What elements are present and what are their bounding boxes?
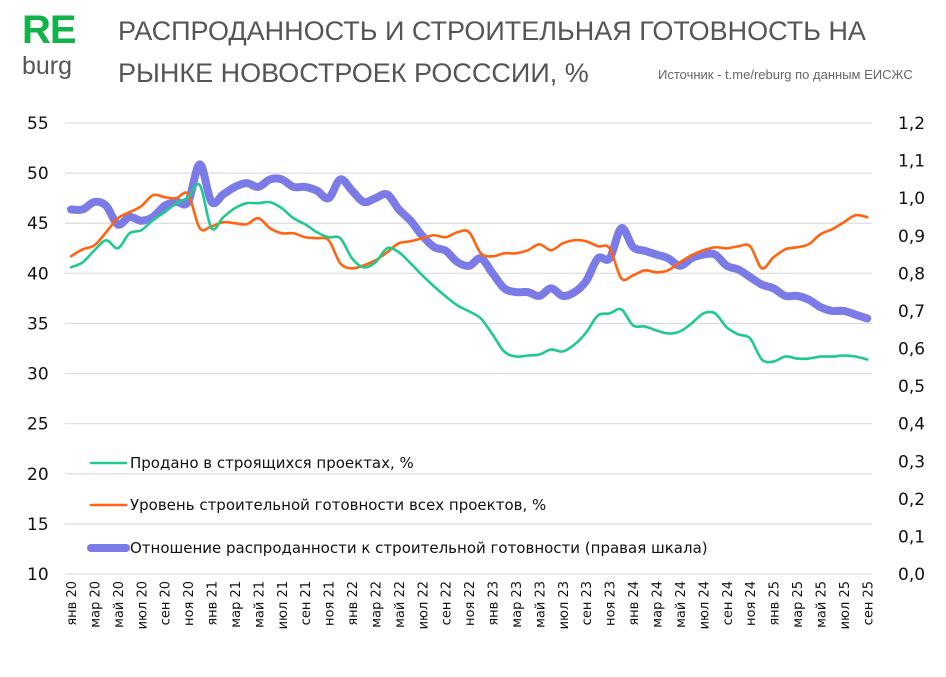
- chart-title-line2: РЫНКЕ НОВОСТРОЕК РОСССИИ, %: [118, 58, 589, 88]
- x-tick-label: ноя 22: [463, 581, 478, 626]
- legend-label: Уровень строительной готовности всех про…: [130, 496, 546, 514]
- y2-tick-label: 0,5: [898, 377, 925, 397]
- y-tick-label: 35: [27, 314, 49, 334]
- y-tick-label: 40: [27, 264, 49, 284]
- x-tick-label: сен 24: [721, 581, 736, 625]
- source-note: Источник - t.me/reburg по данным ЕИСЖС: [658, 67, 913, 82]
- x-tick-label: сен 21: [299, 581, 314, 625]
- y-tick-label: 25: [27, 415, 49, 435]
- x-tick-label: май 25: [814, 581, 829, 628]
- x-tick-label: янв 22: [346, 581, 361, 626]
- y-tick-label: 10: [27, 565, 49, 585]
- x-tick-label: июл 25: [838, 581, 853, 629]
- series-line-2: [69, 191, 869, 282]
- y-tick-label: 20: [27, 465, 49, 485]
- y2-tick-label: 1,2: [898, 114, 925, 134]
- y2-tick-label: 0,6: [898, 340, 925, 360]
- x-tick-label: июл 22: [416, 581, 431, 629]
- y2-tick-label: 0,0: [898, 565, 925, 585]
- x-tick-label: мар 22: [369, 581, 384, 628]
- x-tick-label: ноя 20: [182, 581, 197, 626]
- x-tick-label: янв 24: [627, 581, 642, 626]
- logo-burg: burg: [22, 52, 73, 80]
- series-lines: [67, 160, 872, 364]
- logo-re: RE: [22, 8, 77, 52]
- x-tick-label: сен 22: [440, 581, 455, 625]
- x-tick-label: мар 21: [229, 581, 244, 628]
- y-tick-label: 15: [27, 515, 49, 535]
- y2-tick-label: 0,7: [898, 302, 925, 322]
- legend: Продано в строящихся проектах, % Уровень …: [87, 454, 708, 557]
- y2-tick-label: 1,1: [898, 152, 925, 172]
- y2-tick-label: 0,1: [898, 527, 925, 547]
- x-axis-ticks: янв 20 мар 20 май 20 июл 20 сен 20 ноя 20 янв …: [65, 581, 876, 629]
- y-tick-label: 45: [27, 214, 49, 234]
- x-tick-label: янв 23: [487, 581, 502, 626]
- x-tick-label: май 24: [674, 581, 689, 628]
- y2-tick-label: 0,4: [898, 415, 925, 435]
- x-tick-label: июл 23: [557, 581, 572, 629]
- x-tick-label: мар 24: [651, 581, 666, 628]
- series-line-3: [67, 160, 872, 323]
- y-tick-label: 50: [27, 164, 49, 184]
- x-tick-label: май 21: [252, 581, 267, 628]
- y2-tick-label: 0,3: [898, 452, 925, 472]
- x-tick-label: май 23: [533, 581, 548, 628]
- y2-tick-label: 0,9: [898, 227, 925, 247]
- x-tick-label: ноя 23: [604, 581, 619, 626]
- legend-label: Отношение распроданности к строительной …: [130, 539, 708, 557]
- x-tick-label: май 22: [393, 581, 408, 628]
- x-tick-label: ноя 21: [323, 581, 338, 626]
- x-tick-label: мар 25: [791, 581, 806, 628]
- x-tick-label: июл 20: [135, 581, 150, 629]
- y2-tick-label: 0,2: [898, 490, 925, 510]
- x-tick-label: янв 25: [768, 581, 783, 626]
- x-tick-label: ноя 24: [744, 581, 759, 626]
- y-tick-label: 30: [27, 365, 49, 385]
- x-tick-label: янв 20: [65, 581, 80, 626]
- x-tick-label: июл 24: [697, 581, 712, 629]
- x-tick-label: май 20: [112, 581, 127, 628]
- x-tick-label: сен 25: [861, 581, 876, 625]
- left-axis-ticks: 10 15 20 25 30 35 40 45 50 55: [27, 114, 49, 585]
- chart-title-line1: РАСПРОДАННОСТЬ И СТРОИТЕЛЬНАЯ ГОТОВНОСТЬ…: [118, 16, 866, 46]
- x-tick-label: янв 21: [206, 581, 221, 626]
- legend-label: Продано в строящихся проектах, %: [130, 454, 414, 472]
- series-line-1: [69, 182, 869, 364]
- x-tick-label: мар 20: [88, 581, 103, 628]
- y-tick-label: 55: [27, 114, 49, 134]
- chart-title: РАСПРОДАННОСТЬ И СТРОИТЕЛЬНАЯ ГОТОВНОСТЬ…: [118, 10, 918, 94]
- x-tick-label: мар 23: [510, 581, 525, 628]
- right-axis-ticks: 0,0 0,1 0,2 0,3 0,4 0,5 0,6 0,7 0,8 0,9 1,0 1,1 1,2: [898, 114, 925, 585]
- y2-tick-label: 1,0: [898, 189, 925, 209]
- y2-tick-label: 0,8: [898, 264, 925, 284]
- x-tick-label: июл 21: [276, 581, 291, 629]
- x-tick-label: сен 23: [580, 581, 595, 625]
- x-tick-label: сен 20: [159, 581, 174, 625]
